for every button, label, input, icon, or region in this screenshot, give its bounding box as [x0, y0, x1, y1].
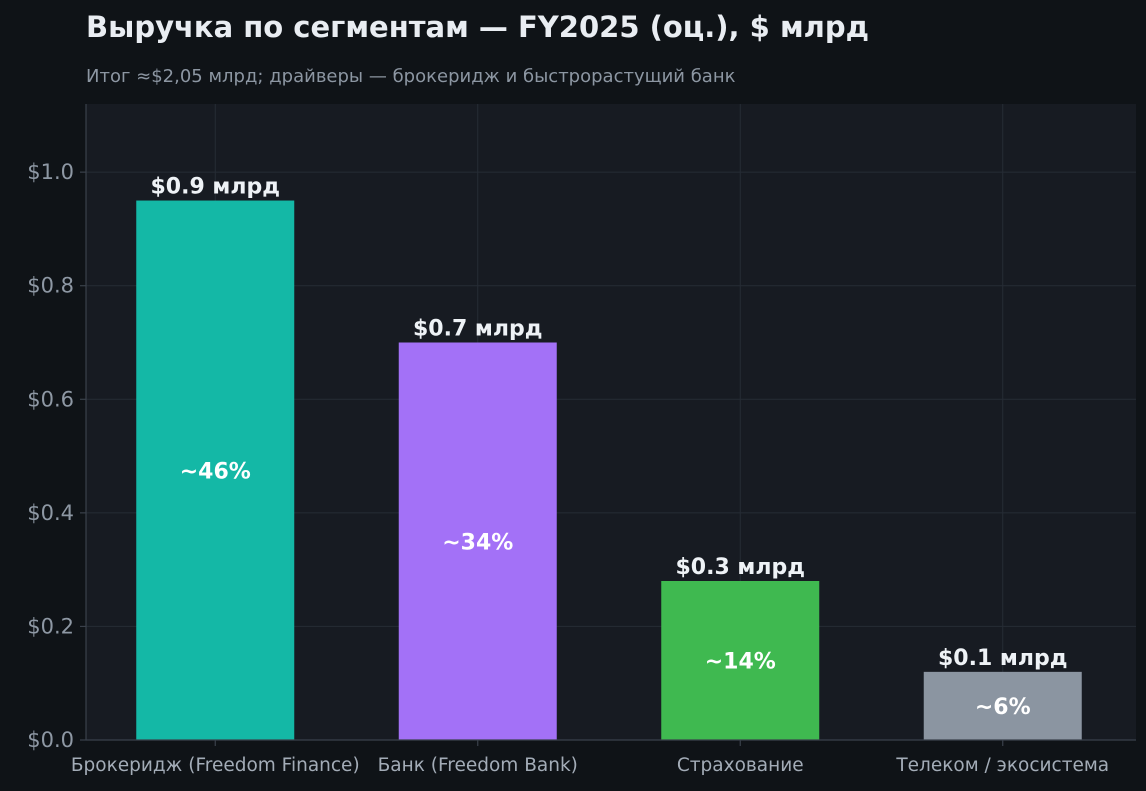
bar-share-label: ~46%: [180, 459, 251, 484]
x-category-label: Страхование: [677, 755, 804, 776]
bar: [136, 200, 295, 741]
bars: $0.9 млрд ~46% $0.7 млрд ~34% $0.3 млрд ~14% $…: [136, 175, 1082, 741]
bar-value-label: $0.3 млрд: [675, 555, 805, 580]
bar-share-label: ~14%: [705, 650, 776, 675]
y-tick-label: $0.0: [27, 728, 74, 752]
y-axis: $0.0 $0.2 $0.4 $0.6 $0.8 $1.0: [27, 104, 87, 752]
bar: [923, 671, 1082, 740]
bar-value-label: $0.1 млрд: [938, 646, 1068, 671]
bar: [398, 342, 557, 740]
x-category-label: Телеком / экосистема: [895, 755, 1109, 776]
bar-share-label: ~34%: [442, 530, 513, 555]
y-tick-label: $0.8: [27, 274, 74, 298]
bar-value-label: $0.7 млрд: [413, 317, 543, 342]
y-tick-label: $0.6: [27, 387, 74, 411]
bar-share-label: ~6%: [975, 695, 1031, 720]
y-tick-label: $1.0: [27, 160, 74, 184]
x-category-label: Банк (Freedom Bank): [378, 755, 578, 776]
bar-value-label: $0.9 млрд: [150, 175, 280, 200]
y-tick-label: $0.2: [27, 614, 74, 638]
x-category-label: Брокеридж (Freedom Finance): [71, 755, 360, 776]
chart-subtitle: Итог ≈$2,05 млрд; драйверы — брокеридж и…: [86, 66, 736, 87]
x-axis: Брокеридж (Freedom Finance) Банк (Freedom…: [71, 739, 1136, 776]
chart-title: Выручка по сегментам — FY2025 (оц.), $ м…: [86, 10, 870, 44]
bar: [661, 581, 820, 740]
y-tick-label: $0.4: [27, 501, 74, 525]
